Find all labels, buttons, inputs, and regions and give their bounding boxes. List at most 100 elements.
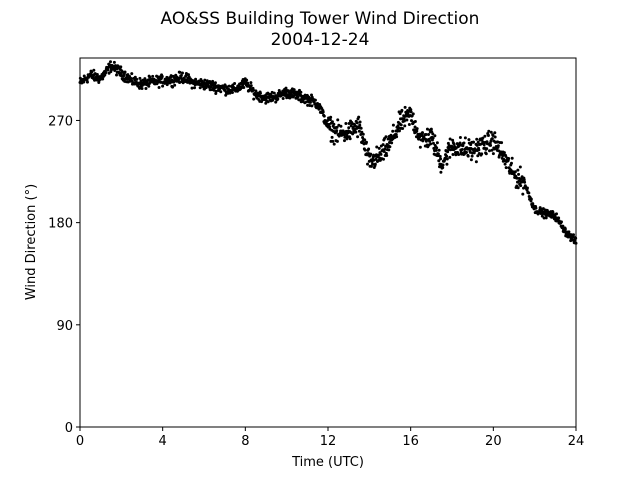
- data-point: [355, 121, 359, 125]
- data-point: [388, 145, 392, 149]
- data-point: [519, 184, 523, 188]
- data-point: [480, 152, 484, 156]
- data-point: [249, 84, 253, 88]
- data-point: [466, 154, 470, 158]
- data-point: [563, 227, 567, 231]
- data-point: [379, 152, 383, 156]
- data-point: [529, 197, 533, 201]
- data-point: [358, 120, 362, 124]
- data-point: [401, 126, 405, 130]
- data-point: [484, 152, 488, 156]
- x-tick-label: 8: [241, 434, 249, 449]
- data-point: [227, 84, 231, 88]
- data-point: [397, 129, 401, 133]
- x-tick-label: 24: [568, 434, 585, 449]
- data-point: [254, 89, 258, 93]
- data-point: [276, 97, 280, 101]
- data-point: [439, 157, 443, 161]
- data-point: [92, 68, 96, 72]
- data-point: [140, 87, 144, 91]
- y-tick-label: 180: [48, 217, 73, 232]
- data-point: [482, 143, 486, 147]
- data-point: [101, 77, 105, 81]
- data-point: [490, 148, 494, 152]
- data-point: [335, 139, 339, 143]
- data-point: [384, 135, 388, 139]
- data-point: [310, 104, 314, 108]
- data-point: [85, 80, 89, 84]
- data-point: [425, 127, 429, 131]
- data-point: [516, 186, 520, 190]
- data-point: [489, 143, 493, 147]
- data-point: [507, 157, 511, 161]
- data-point: [487, 129, 491, 133]
- data-point: [496, 144, 500, 148]
- data-point: [521, 192, 525, 196]
- data-point: [224, 93, 228, 97]
- data-point: [400, 108, 404, 112]
- data-point: [193, 86, 197, 90]
- data-point: [377, 146, 381, 150]
- data-point: [148, 75, 152, 79]
- data-point: [551, 210, 555, 214]
- data-point: [161, 84, 165, 88]
- data-point: [516, 168, 520, 172]
- data-point: [347, 126, 351, 130]
- data-point: [439, 170, 443, 174]
- data-point: [245, 78, 249, 82]
- data-point: [555, 212, 558, 216]
- data-point: [198, 86, 202, 90]
- x-axis: 0 4 8 12 16 20 24: [76, 427, 584, 449]
- data-point: [178, 70, 182, 74]
- data-point: [441, 166, 445, 170]
- data-point: [160, 74, 164, 78]
- data-point: [446, 150, 450, 154]
- data-point: [90, 70, 94, 74]
- data-point: [123, 70, 127, 74]
- data-point: [391, 129, 395, 133]
- data-point: [525, 186, 529, 190]
- data-point: [266, 100, 270, 104]
- data-point: [251, 88, 255, 92]
- data-point: [445, 157, 449, 161]
- data-point: [399, 123, 403, 127]
- data-point: [113, 69, 117, 73]
- data-point: [470, 154, 474, 158]
- data-point: [435, 141, 439, 145]
- data-point: [274, 100, 278, 104]
- data-point: [147, 84, 151, 88]
- data-point: [475, 143, 479, 147]
- data-point: [331, 139, 335, 143]
- data-point: [452, 142, 456, 146]
- data-point: [381, 157, 385, 161]
- data-point: [233, 82, 237, 85]
- data-point: [490, 137, 494, 141]
- data-point: [485, 147, 489, 151]
- data-point: [339, 124, 343, 128]
- chart-subtitle: 2004-12-24: [271, 30, 370, 50]
- data-point: [544, 216, 548, 220]
- chart-title: AO&SS Building Tower Wind Direction: [161, 9, 480, 29]
- y-tick-label: 0: [65, 421, 73, 436]
- data-point: [504, 166, 508, 170]
- data-point: [281, 97, 285, 101]
- data-point: [119, 74, 123, 78]
- x-tick-label: 0: [76, 434, 84, 449]
- data-point: [542, 216, 546, 220]
- data-point: [347, 121, 351, 125]
- data-point: [249, 81, 253, 85]
- data-point: [486, 134, 490, 138]
- data-point: [375, 145, 379, 149]
- data-point: [230, 91, 234, 95]
- data-point: [405, 118, 409, 122]
- data-point: [441, 163, 445, 167]
- data-point: [335, 125, 339, 129]
- data-point: [363, 148, 367, 152]
- data-point: [503, 162, 507, 166]
- data-point: [469, 143, 473, 147]
- data-point: [129, 77, 133, 81]
- data-point: [330, 120, 334, 124]
- data-point: [138, 76, 142, 80]
- y-axis-label: Wind Direction (°): [24, 184, 39, 300]
- data-point: [493, 131, 497, 135]
